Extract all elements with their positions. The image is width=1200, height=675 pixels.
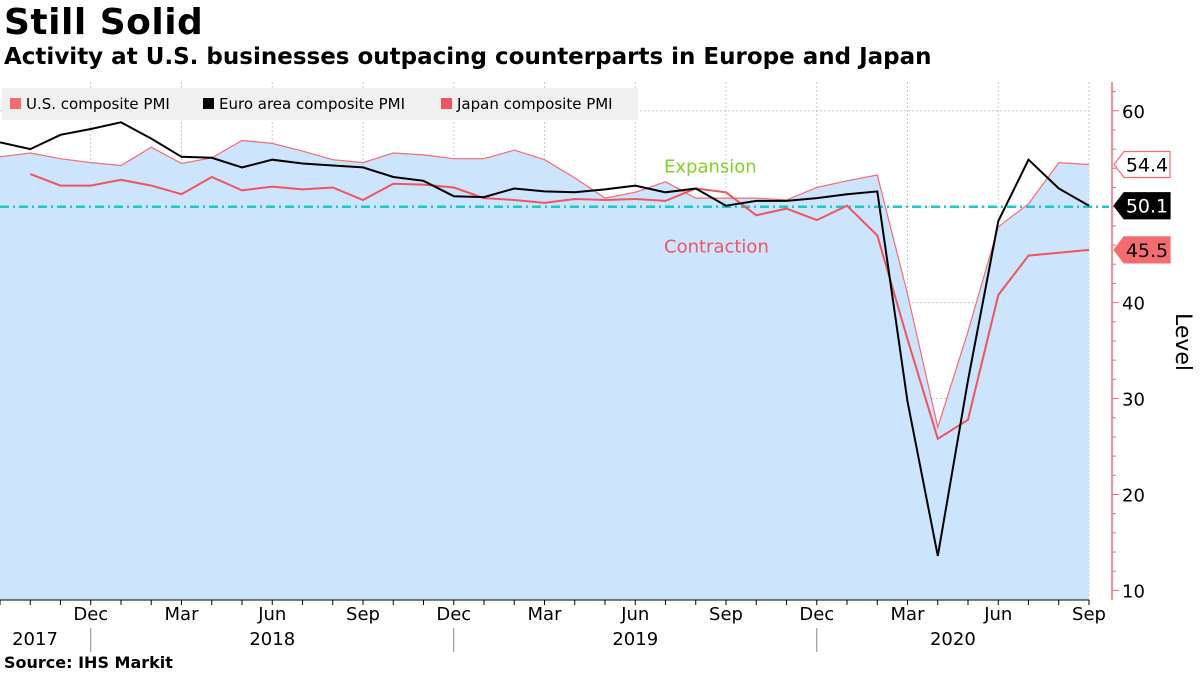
- x-axis: Dec Mar Jun Sep Dec Mar Jun Sep Dec Mar Jun Sep 2017…: [0, 599, 1106, 652]
- x-tick-label-jun: Jun: [620, 604, 649, 625]
- x-tick-label-dec: Dec: [799, 604, 834, 625]
- legend-swatch-euro: [203, 98, 214, 109]
- chart-title: Still Solid: [4, 2, 204, 43]
- badge-us: 54.4: [1113, 150, 1171, 179]
- legend-label-euro: Euro area composite PMI: [219, 95, 405, 113]
- year-label-2020: 2020: [930, 629, 976, 650]
- euro-pmi-line: [0, 121, 1090, 557]
- source-note: Source: IHS Markit: [4, 653, 173, 672]
- legend-label-japan: Japan composite PMI: [456, 95, 613, 113]
- chart-subtitle: Activity at U.S. businesses outpacing co…: [4, 44, 932, 70]
- badge-japan-value: 45.5: [1126, 240, 1168, 262]
- legend-swatch-japan: [441, 98, 452, 109]
- badge-euro: 50.1: [1113, 192, 1171, 220]
- badge-euro-shape: [1113, 192, 1171, 220]
- y-tick-label: 60: [1122, 102, 1145, 123]
- legend: U.S. composite PMI Euro area composite P…: [2, 88, 638, 120]
- year-label-2018: 2018: [249, 629, 295, 650]
- x-tick-label-mar: Mar: [891, 604, 926, 625]
- badge-us-shape: [1113, 150, 1171, 179]
- year-label-2019: 2019: [612, 629, 658, 650]
- legend-background: [2, 88, 638, 120]
- y-tick-label: 10: [1122, 581, 1145, 602]
- x-tick-label-sep: Sep: [709, 604, 743, 625]
- contraction-label: Contraction: [664, 237, 769, 258]
- us-pmi-line: [0, 139, 1090, 430]
- x-tick-label-sep: Sep: [346, 604, 380, 625]
- badge-us-value: 54.4: [1126, 154, 1168, 176]
- badge-japan: 45.5: [1113, 236, 1171, 264]
- badge-japan-shape: [1113, 236, 1171, 264]
- last-value-badges: 54.4 50.1 45.5: [1113, 150, 1171, 264]
- x-tick-label-mar: Mar: [528, 604, 563, 625]
- x-tick-label-sep: Sep: [1072, 604, 1106, 625]
- us-pmi-area: [0, 140, 1089, 600]
- japan-pmi-line: [29, 173, 1090, 441]
- year-label-2017: 2017: [12, 629, 58, 650]
- y-tick-label: 30: [1122, 390, 1145, 411]
- y-tick-label: 20: [1122, 485, 1145, 506]
- x-tick-label-jun: Jun: [983, 604, 1012, 625]
- y-axis-label: Level: [1170, 313, 1195, 371]
- legend-swatch-us: [10, 98, 21, 109]
- x-tick-label-dec: Dec: [73, 604, 108, 625]
- x-tick-label-jun: Jun: [257, 604, 286, 625]
- expansion-label: Expansion: [664, 157, 757, 178]
- x-tick-label-mar: Mar: [165, 604, 200, 625]
- x-tick-label-dec: Dec: [436, 604, 471, 625]
- badge-euro-value: 50.1: [1126, 196, 1168, 218]
- y-tick-label: 40: [1122, 294, 1145, 315]
- legend-label-us: U.S. composite PMI: [26, 95, 170, 113]
